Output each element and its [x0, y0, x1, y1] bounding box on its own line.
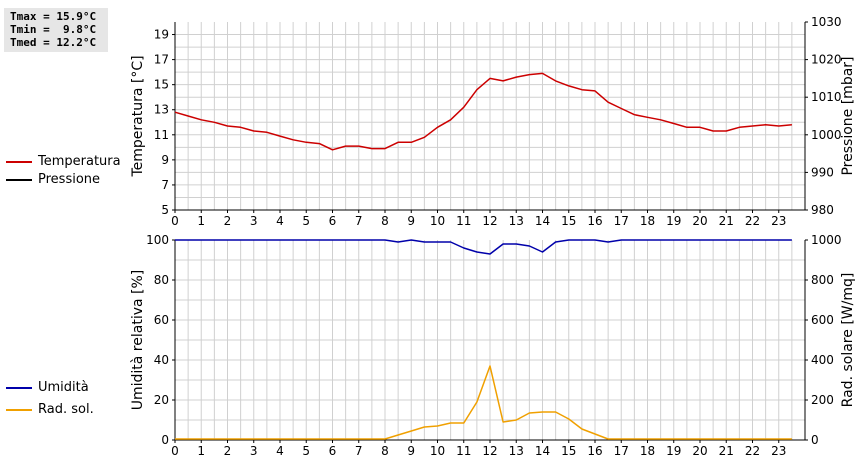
top-chart-x-tick-label: 13: [509, 214, 524, 228]
top-chart-y-tick-label-left: 11: [154, 128, 169, 142]
bottom-chart-x-tick-label: 11: [456, 444, 471, 458]
top-chart-x-tick-label: 14: [535, 214, 550, 228]
top-chart-x-tick-label: 18: [640, 214, 655, 228]
top-chart-x-tick-label: 3: [250, 214, 258, 228]
stats-box: Tmax = 15.9°C Tmin = 9.8°C Tmed = 12.2°C: [4, 8, 108, 52]
bottom-chart-x-tick-label: 13: [509, 444, 524, 458]
top-chart-x-tick-label: 2: [224, 214, 232, 228]
legend-item-temperatura: Temperatura: [6, 154, 121, 169]
top-chart-x-tick-label: 4: [276, 214, 284, 228]
top-chart-x-tick-label: 16: [587, 214, 602, 228]
top-chart-x-tick-label: 15: [561, 214, 576, 228]
top-chart-x-tick-label: 8: [381, 214, 389, 228]
bottom-chart-y-tick-label-left: 20: [154, 393, 169, 407]
bottom-chart-x-tick-label: 15: [561, 444, 576, 458]
legend-swatch-pressione: [6, 178, 32, 181]
top-chart-y-tick-label-right: 1000: [811, 128, 842, 142]
bottom-chart-x-tick-label: 1: [197, 444, 205, 458]
bottom-chart-x-tick-label: 22: [745, 444, 760, 458]
legend-item-umidita: Umidità: [6, 380, 89, 395]
top-chart-y-tick-label-left: 13: [154, 103, 169, 117]
bottom-chart-x-tick-label: 9: [407, 444, 415, 458]
bottom-chart-y-label-right: Rad. solare [W/mq]: [840, 273, 856, 408]
bottom-chart-x-tick-label: 16: [587, 444, 602, 458]
bottom-chart-x-tick-label: 2: [224, 444, 232, 458]
bottom-chart-x-tick-label: 3: [250, 444, 258, 458]
bottom-chart-x-tick-label: 20: [692, 444, 707, 458]
top-chart-x-tick-label: 11: [456, 214, 471, 228]
top-chart-y-tick-label-right: 1030: [811, 15, 842, 29]
bottom-chart-y-tick-label-right: 600: [811, 313, 834, 327]
top-chart-x-tick-label: 12: [482, 214, 497, 228]
top-chart-series-temperatura: [174, 72, 792, 151]
top-chart-y-tick-label-right: 1010: [811, 90, 842, 104]
bottom-chart-x-tick-label: 6: [329, 444, 337, 458]
top-chart-x-tick-label: 22: [745, 214, 760, 228]
bottom-chart-x-tick-label: 7: [355, 444, 363, 458]
bottom-chart-y-tick-label-left: 40: [154, 353, 169, 367]
top-chart-x-tick-label: 21: [719, 214, 734, 228]
legend-item-pressione: Pressione: [6, 172, 100, 187]
legend-label-temperatura: Temperatura: [38, 154, 121, 169]
bottom-chart-y-tick-label-right: 400: [811, 353, 834, 367]
top-chart-x-tick-label: 9: [407, 214, 415, 228]
top-chart-x-tick-label: 19: [666, 214, 681, 228]
bottom-chart-x-tick-label: 19: [666, 444, 681, 458]
legend-label-umidita: Umidità: [38, 380, 89, 395]
top-chart-y-tick-label-left: 17: [154, 53, 169, 67]
top-chart-y-tick-label-right: 1020: [811, 53, 842, 67]
bottom-chart-y-tick-label-left: 60: [154, 313, 169, 327]
top-chart-y-tick-label-right: 990: [811, 165, 834, 179]
top-chart-y-tick-label-left: 7: [161, 178, 169, 192]
top-chart-y-tick-label-left: 15: [154, 78, 169, 92]
bottom-chart-x-tick-label: 14: [535, 444, 550, 458]
stat-tmax: Tmax = 15.9°C: [10, 10, 97, 23]
top-chart-x-tick-label: 17: [614, 214, 629, 228]
bottom-chart-y-tick-label-left: 80: [154, 273, 169, 287]
bottom-chart-series-umidita: [175, 239, 792, 255]
top-chart-y-tick-label-left: 9: [161, 153, 169, 167]
top-chart-x-tick-label: 6: [329, 214, 337, 228]
top-chart-y-label-right: Pressione [mbar]: [840, 56, 856, 175]
top-chart-x-tick-label: 0: [171, 214, 179, 228]
legend-item-radsol: Rad. sol.: [6, 402, 94, 417]
bottom-chart-x-tick-label: 5: [302, 444, 310, 458]
bottom-chart-y-tick-label-left: 100: [146, 233, 169, 247]
bottom-chart-x-tick-label: 8: [381, 444, 389, 458]
bottom-chart-x-tick-label: 12: [482, 444, 497, 458]
legend-swatch-temperatura: [6, 160, 32, 163]
legend-swatch-radsol: [6, 408, 32, 411]
bottom-chart-x-tick-label: 17: [614, 444, 629, 458]
top-chart-y-tick-label-left: 19: [154, 28, 169, 42]
bottom-chart-x-tick-label: 23: [771, 444, 786, 458]
top-chart-y-tick-label-left: 5: [161, 203, 169, 217]
top-chart-x-tick-label: 1: [197, 214, 205, 228]
bottom-chart-y-tick-label-right: 1000: [811, 233, 842, 247]
top-chart-x-tick-label: 20: [692, 214, 707, 228]
top-chart-x-tick-label: 10: [430, 214, 445, 228]
bottom-chart-y-tick-label-right: 800: [811, 273, 834, 287]
legend-label-pressione: Pressione: [38, 172, 101, 187]
stat-tmed: Tmed = 12.2°C: [10, 36, 97, 49]
top-chart-x-tick-label: 7: [355, 214, 363, 228]
legend-label-radsol: Rad. sol.: [38, 402, 94, 417]
bottom-chart-y-tick-label-left: 0: [161, 433, 169, 447]
bottom-chart-x-tick-label: 21: [719, 444, 734, 458]
bottom-chart-x-tick-label: 0: [171, 444, 179, 458]
top-chart-y-label-left: Temperatura [°C]: [130, 55, 146, 177]
bottom-chart-series-rad-sol: [175, 365, 792, 440]
bottom-chart-x-tick-label: 10: [430, 444, 445, 458]
top-chart-y-tick-label-right: 980: [811, 203, 834, 217]
legend-swatch-umidita: [6, 386, 32, 389]
top-chart-x-tick-label: 23: [771, 214, 786, 228]
stat-tmin: Tmin = 9.8°C: [10, 23, 97, 36]
bottom-chart-y-tick-label-right: 200: [811, 393, 834, 407]
top-chart-x-tick-label: 5: [302, 214, 310, 228]
bottom-chart-x-tick-label: 18: [640, 444, 655, 458]
bottom-chart-y-tick-label-right: 0: [811, 433, 819, 447]
bottom-chart-x-tick-label: 4: [276, 444, 284, 458]
bottom-chart-y-label-left: Umidità relativa [%]: [130, 270, 146, 411]
